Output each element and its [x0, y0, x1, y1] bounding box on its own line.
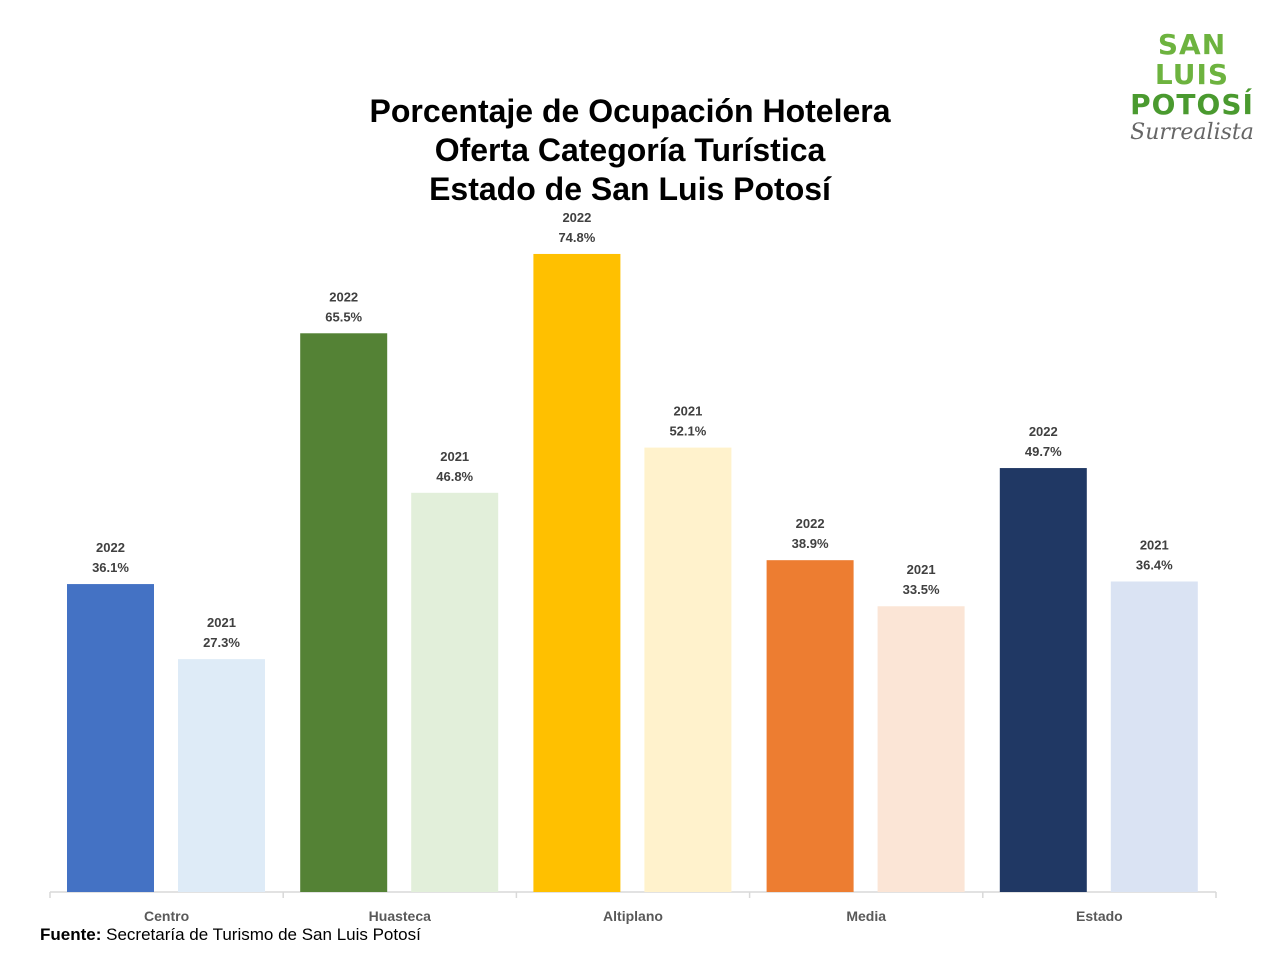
data-label-value: 36.4% — [1136, 558, 1173, 573]
bar-2022-centro — [67, 584, 154, 892]
san-luis-potosi-logo: SAN LUIS POTOSÍ Surrealista — [1122, 30, 1262, 146]
data-label-value: 65.5% — [325, 309, 362, 324]
title-line-1: Porcentaje de Ocupación Hotelera — [369, 93, 891, 129]
data-label-value: 52.1% — [669, 424, 706, 439]
source-note: Fuente: Secretaría de Turismo de San Lui… — [40, 925, 421, 945]
source-text: Secretaría de Turismo de San Luis Potosí — [106, 925, 421, 944]
x-tick-label: Huasteca — [369, 908, 431, 924]
data-label-value: 74.8% — [558, 230, 595, 245]
data-label-year: 2022 — [96, 540, 125, 555]
bar-2021-estado — [1110, 581, 1198, 892]
bar-2021-altiplano — [644, 447, 732, 892]
bar-2022-huasteca — [300, 333, 388, 892]
data-label-year: 2021 — [440, 449, 469, 464]
title-line-2: Oferta Categoría Turística — [434, 132, 826, 168]
logo-line-3: Surrealista — [1130, 120, 1254, 145]
bar-2021-centro — [178, 659, 265, 892]
data-label-value: 33.5% — [903, 582, 940, 597]
chart-title: Porcentaje de Ocupación Hotelera Oferta … — [0, 92, 1260, 209]
x-tick-label: Media — [846, 908, 886, 924]
data-label-value: 36.1% — [92, 560, 129, 575]
title-line-3: Estado de San Luis Potosí — [429, 171, 831, 207]
data-label-value: 49.7% — [1025, 444, 1062, 459]
data-label-value: 38.9% — [792, 536, 829, 551]
logo-line-2: POTOSÍ — [1130, 88, 1254, 121]
bar-2021-media — [877, 606, 965, 892]
data-label-year: 2022 — [1029, 424, 1058, 439]
x-tick-label: Estado — [1076, 908, 1123, 924]
x-tick-label: Centro — [144, 908, 189, 924]
bar-2021-huasteca — [411, 492, 499, 892]
bar-2022-estado — [999, 468, 1087, 892]
x-tick-label: Altiplano — [603, 908, 663, 924]
data-label-year: 2021 — [907, 562, 936, 577]
data-label-year: 2021 — [207, 615, 236, 630]
data-label-year: 2021 — [673, 404, 702, 419]
data-label-value: 46.8% — [436, 469, 473, 484]
data-label-year: 2022 — [562, 210, 591, 225]
bar-2022-media — [766, 560, 854, 892]
bar-2022-altiplano — [533, 253, 621, 892]
data-label-year: 2021 — [1140, 538, 1169, 553]
data-label-value: 27.3% — [203, 635, 240, 650]
data-label-year: 2022 — [329, 289, 358, 304]
data-label-year: 2022 — [796, 516, 825, 531]
source-label: Fuente: — [40, 925, 102, 944]
logo-line-1: SAN LUIS — [1154, 28, 1230, 91]
